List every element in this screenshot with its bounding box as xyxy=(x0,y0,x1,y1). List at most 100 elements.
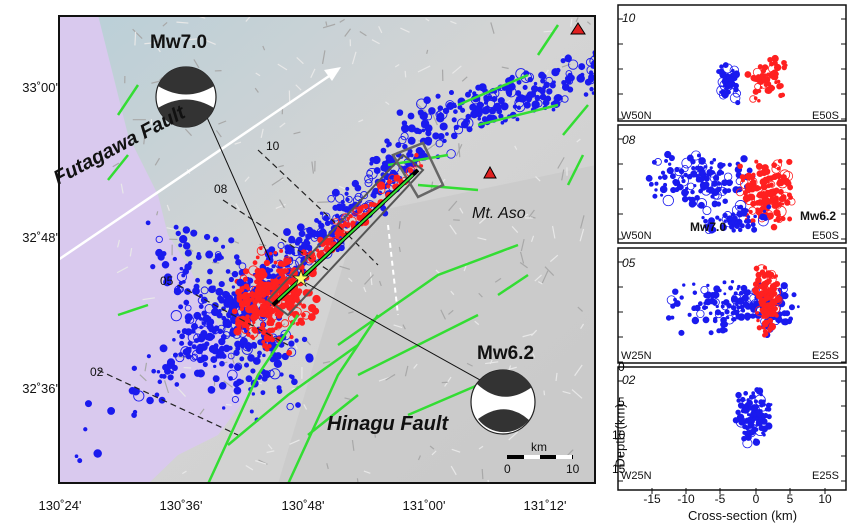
foreshock-dot xyxy=(750,200,757,207)
aftershock-dot xyxy=(796,305,800,309)
fault-model-outline xyxy=(266,153,425,317)
relief-stroke xyxy=(543,390,546,396)
aftershock-dot xyxy=(218,338,226,346)
slip-arrow-line xyxy=(58,68,339,262)
aftershock-dot xyxy=(703,165,707,169)
aftershock-dot xyxy=(660,193,664,197)
aftershock-dot xyxy=(739,223,745,229)
aftershock-dot xyxy=(335,248,340,253)
aftershock-dot xyxy=(568,59,579,70)
relief-stroke xyxy=(295,84,302,91)
aftershock-dot xyxy=(728,285,734,291)
relief-stroke xyxy=(363,470,371,474)
aftershock-dot xyxy=(698,201,705,209)
aftershock-dot xyxy=(324,220,331,227)
relief-stroke xyxy=(154,157,161,166)
map-frame xyxy=(58,15,596,484)
aftershock-dot xyxy=(233,254,240,260)
aftershock-dot xyxy=(668,162,672,166)
foreshock-dot xyxy=(245,326,250,331)
aftershock-dot xyxy=(561,95,569,103)
aftershock-dot xyxy=(705,318,709,321)
aftershock-dot xyxy=(723,172,733,181)
cs-y-tick-1: 5 xyxy=(618,395,625,409)
aftershock-dot xyxy=(746,167,753,174)
relief-stroke xyxy=(293,131,301,135)
relief-stroke xyxy=(431,450,437,456)
relief-stroke xyxy=(143,135,146,145)
aftershock-dot xyxy=(475,84,482,91)
aftershock-dot xyxy=(734,220,738,224)
aftershock-dot xyxy=(371,193,377,199)
aftershock-dot xyxy=(212,329,217,334)
aftershock-dot xyxy=(693,184,697,188)
aftershock-dot xyxy=(721,162,726,167)
aftershock-dot xyxy=(746,427,757,438)
aftershock-dot xyxy=(380,205,387,212)
aftershock-dot xyxy=(648,181,654,187)
aftershock-dot xyxy=(453,109,458,114)
aftershock-dot xyxy=(273,359,283,368)
relief-stroke xyxy=(134,31,137,46)
lon-tick-2: 130˚48' xyxy=(281,498,325,513)
aftershock-dot xyxy=(303,228,311,236)
foreshock-dot xyxy=(769,61,774,67)
aftershock-dot xyxy=(706,283,710,288)
aftershock-dot xyxy=(721,90,729,99)
aftershock-dot xyxy=(331,188,340,197)
relief-stroke xyxy=(537,281,543,285)
slip-arrow-secondary xyxy=(387,224,399,316)
relief-stroke xyxy=(182,470,187,475)
aftershock-dot xyxy=(735,409,741,415)
foreshock-dot xyxy=(774,295,782,303)
foreshock-dot xyxy=(346,216,350,221)
relief-stroke xyxy=(477,237,487,241)
aftershock-dot xyxy=(727,76,734,83)
aftershock-dot xyxy=(664,150,672,159)
aftershock-dot xyxy=(693,169,702,178)
aftershock-dot xyxy=(681,195,689,203)
aftershock-dot xyxy=(227,369,238,381)
aftershock-dot xyxy=(791,292,797,298)
scale-end: 10 xyxy=(566,462,580,476)
aftershock-dot xyxy=(750,305,758,313)
foreshock-dot xyxy=(246,332,251,337)
relief-stroke xyxy=(561,169,565,181)
aftershock-dot xyxy=(236,278,245,287)
foreshock-dot xyxy=(782,60,787,65)
aftershock-dot xyxy=(709,160,714,165)
lon-tick-4: 131˚12' xyxy=(523,498,567,513)
cs-ylabel: Depth (km) xyxy=(612,403,628,468)
relief-stroke xyxy=(478,292,483,298)
aftershock-dot xyxy=(233,349,240,356)
aftershock-dot xyxy=(228,363,234,369)
fault-trace xyxy=(457,73,529,107)
aftershock-dot xyxy=(407,112,415,120)
aftershock-dot xyxy=(187,349,192,353)
aftershock-dot xyxy=(181,280,186,284)
aftershock-dot xyxy=(539,93,547,101)
aftershock-dot xyxy=(788,304,795,311)
fault-trace xyxy=(117,303,149,317)
aftershock-dot xyxy=(585,58,595,67)
relief-stroke xyxy=(549,254,559,263)
relief-stroke xyxy=(426,49,429,54)
relief-stroke xyxy=(215,130,222,138)
relief-stroke xyxy=(531,329,538,337)
slip-arrow-head xyxy=(324,67,341,81)
aftershock-dot xyxy=(210,345,219,354)
aftershock-dot xyxy=(170,370,174,375)
foreshock-dot xyxy=(783,196,787,200)
aftershock-dot xyxy=(711,180,718,187)
panel-02-left: W25N xyxy=(621,470,652,482)
aftershock-dot xyxy=(674,166,680,173)
relief-stroke xyxy=(459,207,464,214)
aftershock-dot xyxy=(261,375,268,382)
aftershock-dot xyxy=(194,338,199,344)
foreshock-dot xyxy=(386,179,392,185)
aftershock-dot xyxy=(722,75,727,80)
relief-stroke xyxy=(520,238,525,252)
aftershock-dot xyxy=(514,100,526,113)
aftershock-dot xyxy=(205,250,214,259)
panel-08 xyxy=(617,124,847,244)
